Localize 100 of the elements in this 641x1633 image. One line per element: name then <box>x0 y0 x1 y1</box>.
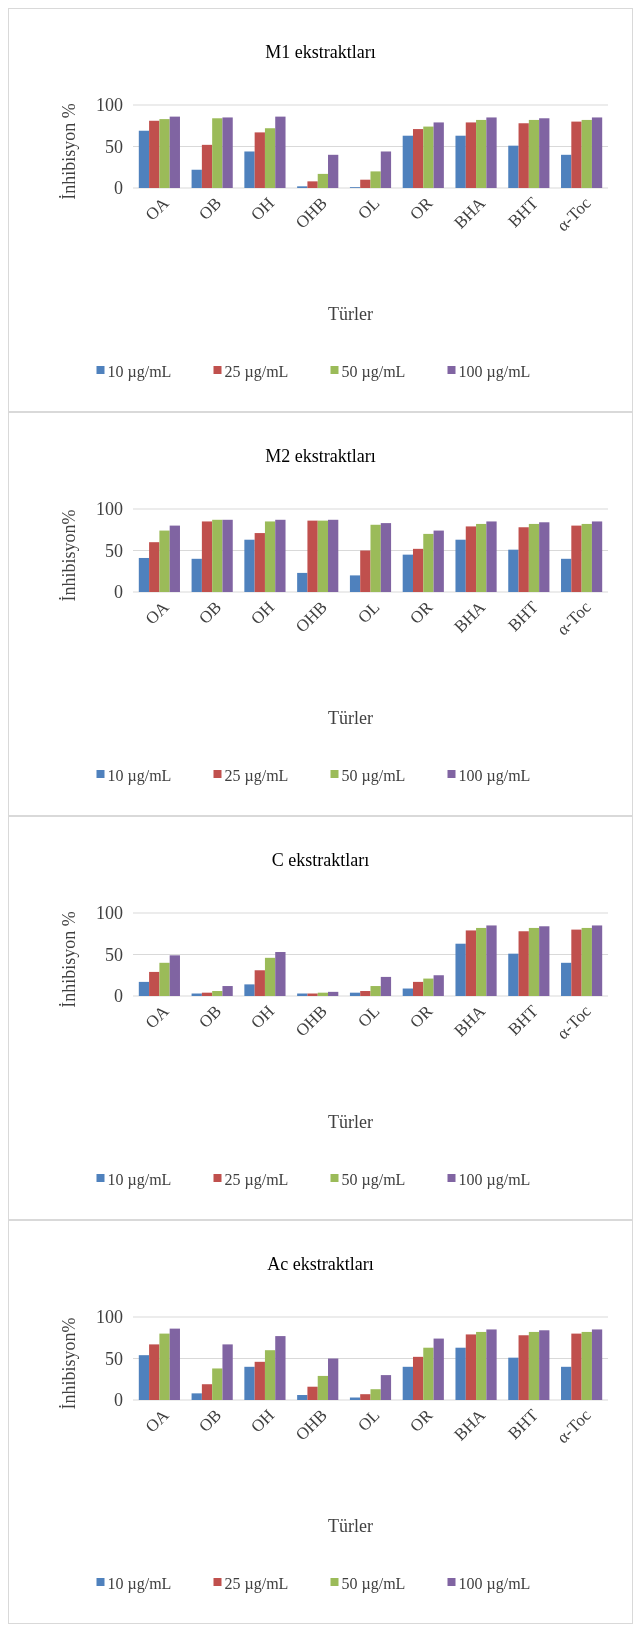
legend-label: 10 µg/mL <box>107 1574 172 1593</box>
bar <box>581 927 592 996</box>
bar <box>433 530 444 592</box>
bar <box>159 119 170 188</box>
bar <box>528 1331 540 1400</box>
y-tick-label: 50 <box>105 136 123 157</box>
bar <box>412 1356 424 1400</box>
bar <box>297 572 308 592</box>
bar <box>518 527 529 592</box>
bar <box>264 128 276 188</box>
bar <box>539 1330 550 1400</box>
x-tick-label: OHB <box>291 193 331 233</box>
bar <box>149 542 160 592</box>
bar <box>412 129 424 188</box>
bar <box>539 118 550 188</box>
bar <box>307 1386 318 1400</box>
bar <box>508 953 519 996</box>
legend-label: 10 µg/mL <box>107 1170 172 1189</box>
x-tick-label: OR <box>406 1405 437 1436</box>
bar <box>571 1333 582 1400</box>
bar <box>455 1347 466 1400</box>
x-tick-label: OB <box>195 597 226 628</box>
bar <box>402 988 413 996</box>
bar <box>159 1333 170 1400</box>
bar <box>138 1355 150 1400</box>
bar <box>244 984 255 996</box>
bar <box>328 154 339 188</box>
bar <box>244 539 255 592</box>
bar <box>370 1389 381 1400</box>
y-axis-title: İnhibisyon% <box>59 1317 79 1410</box>
bar <box>169 1328 180 1400</box>
bar <box>370 524 381 592</box>
bar <box>212 519 223 592</box>
bar <box>149 1344 160 1400</box>
bar <box>275 952 286 996</box>
bar <box>591 521 603 592</box>
bar <box>412 548 424 592</box>
bar <box>264 957 276 996</box>
x-axis-title: Türler <box>328 1516 373 1536</box>
x-tick-label: OHB <box>291 1001 331 1041</box>
bar <box>169 116 180 188</box>
legend-label: 50 µg/mL <box>341 1574 406 1593</box>
x-axis-title: Türler <box>328 708 373 728</box>
bar <box>222 117 233 188</box>
x-tick-label: OR <box>406 597 437 628</box>
bar <box>539 926 550 996</box>
bar <box>571 525 582 592</box>
bar <box>465 1334 477 1400</box>
legend-label: 50 µg/mL <box>341 362 406 381</box>
bar <box>254 1361 265 1400</box>
x-axis-title: Türler <box>328 304 373 324</box>
x-tick-label: OR <box>406 1001 437 1032</box>
bar <box>349 575 361 592</box>
x-tick-label: OH <box>247 1001 278 1033</box>
bar <box>402 135 413 188</box>
bar <box>433 975 444 996</box>
bar <box>380 976 392 996</box>
bar <box>476 119 487 188</box>
bar <box>581 119 592 188</box>
y-tick-label: 0 <box>114 178 123 199</box>
bar <box>275 1336 286 1400</box>
bar <box>254 970 265 996</box>
bar <box>486 1329 497 1400</box>
bar <box>380 151 392 188</box>
bar <box>201 1384 213 1400</box>
bar <box>402 1366 413 1400</box>
bar <box>212 1368 223 1400</box>
y-tick-label: 0 <box>114 1390 123 1411</box>
bar <box>486 521 497 592</box>
x-axis-title: Türler <box>328 1112 373 1132</box>
bar <box>264 521 276 592</box>
bar <box>591 925 603 996</box>
x-tick-label: OL <box>354 193 384 224</box>
bar <box>254 533 265 592</box>
y-tick-label: 50 <box>105 1348 123 1369</box>
x-tick-label: OH <box>247 193 278 225</box>
bar <box>317 173 329 188</box>
bar <box>455 135 466 188</box>
bar <box>486 117 497 188</box>
bar <box>539 522 550 592</box>
bar <box>297 1395 308 1400</box>
bar <box>528 523 540 592</box>
y-tick-label: 100 <box>96 95 123 116</box>
x-tick-label: OL <box>354 1405 384 1436</box>
bar <box>244 151 255 188</box>
y-tick-label: 0 <box>114 986 123 1007</box>
bar <box>138 557 150 592</box>
bar <box>528 927 540 996</box>
legend-label: 50 µg/mL <box>341 766 406 785</box>
legend-label: 50 µg/mL <box>341 1170 406 1189</box>
bar <box>191 1393 202 1400</box>
bar <box>212 991 223 996</box>
bar <box>455 539 466 592</box>
y-tick-label: 50 <box>105 540 123 561</box>
bar <box>212 118 223 188</box>
chart-title: Ac ekstraktları <box>267 1254 374 1274</box>
legend-label: 10 µg/mL <box>107 362 172 381</box>
bar <box>149 971 160 996</box>
bar <box>222 1344 233 1400</box>
bar <box>222 986 233 996</box>
